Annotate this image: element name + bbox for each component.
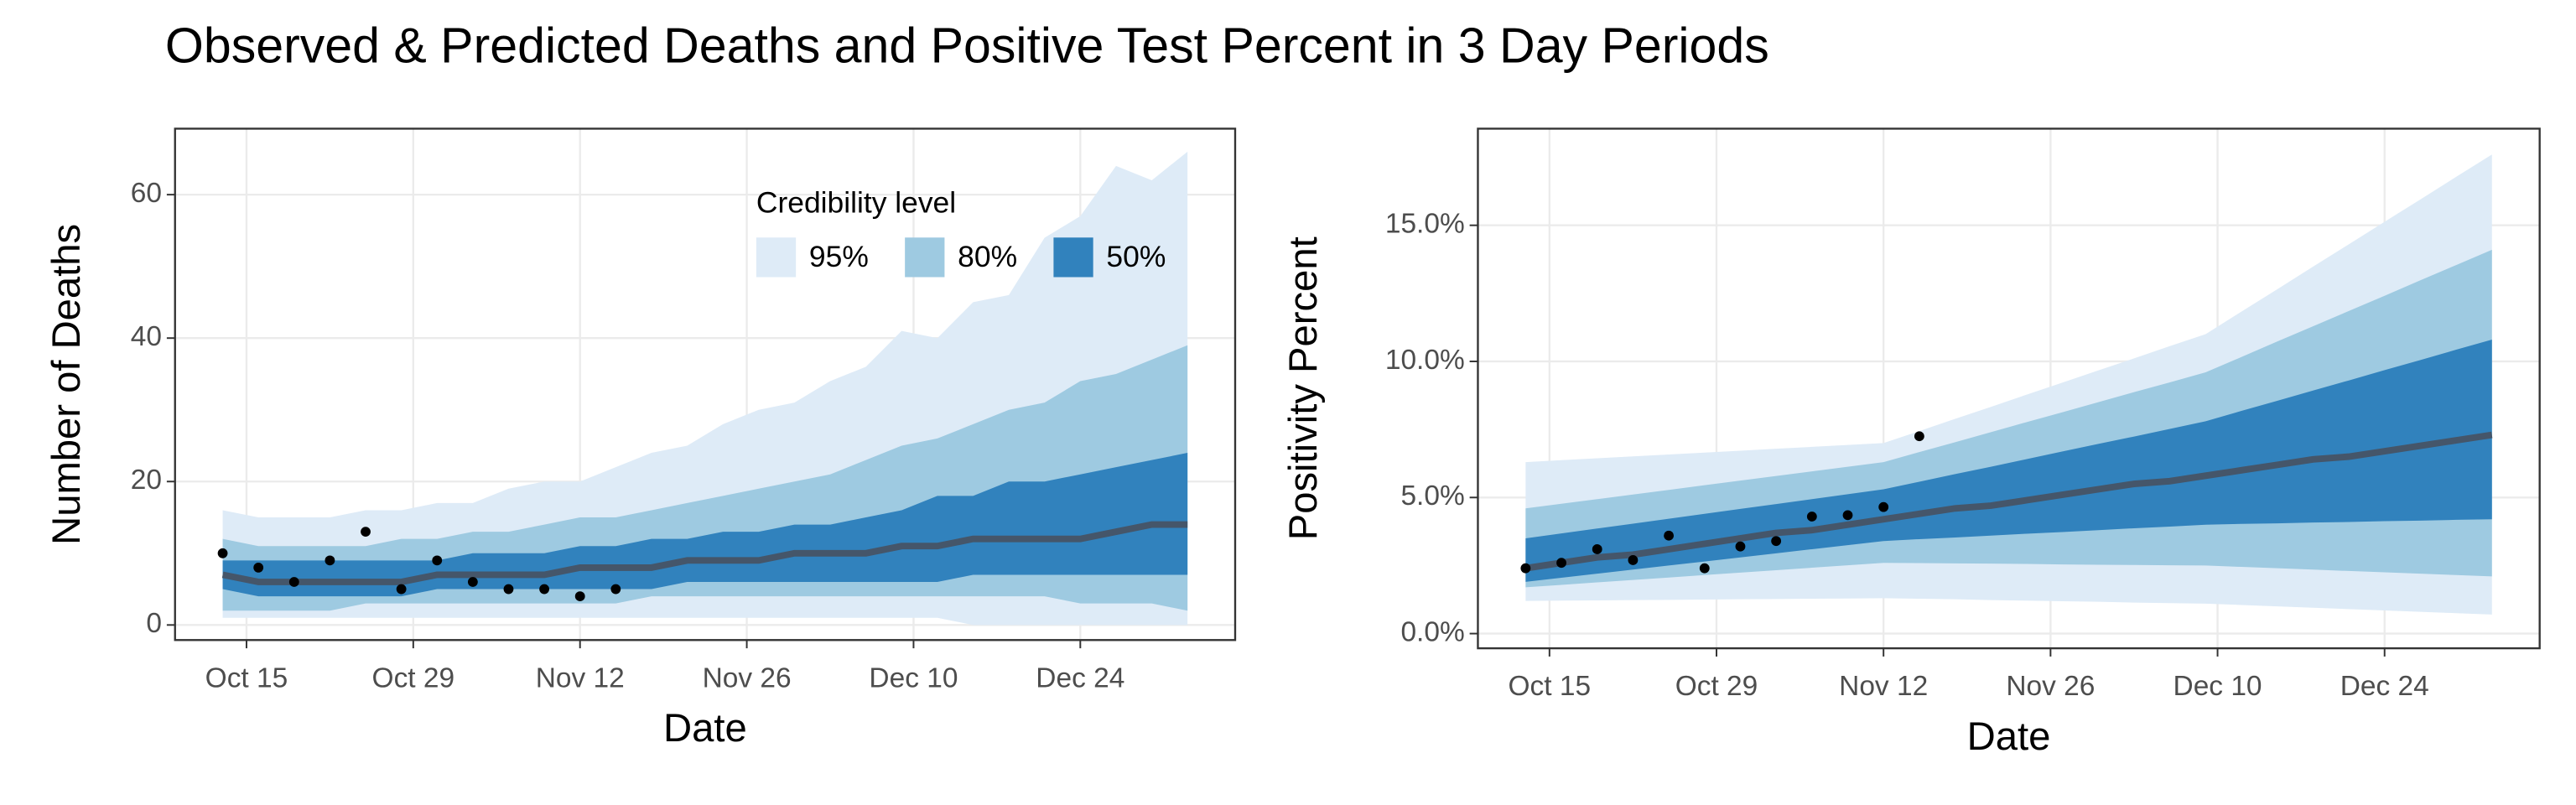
observed-point xyxy=(1806,512,1817,522)
observed-point xyxy=(1556,558,1566,569)
observed-point xyxy=(1914,431,1924,442)
y-axis-title: Positivity Percent xyxy=(1281,236,1326,540)
legend-swatch xyxy=(1053,237,1093,278)
x-tick-label: Dec 10 xyxy=(869,662,958,693)
y-tick-label: 40 xyxy=(131,321,162,352)
plot-area xyxy=(217,151,1188,626)
legend-label: 50% xyxy=(1106,240,1166,273)
x-tick-label: Dec 24 xyxy=(1036,662,1124,693)
x-tick-label: Nov 26 xyxy=(2006,671,2095,702)
observed-point xyxy=(1699,563,1710,574)
observed-point xyxy=(539,584,550,595)
legend-label: 95% xyxy=(809,240,869,273)
panel: 0 20 40 60 Oct 15 Oct 29 Nov 12 Nov 26 Dec 10 Dec… xyxy=(44,127,1237,750)
x-tick-label: Oct 15 xyxy=(205,662,288,693)
panel-border xyxy=(1477,127,2541,650)
observed-point xyxy=(1771,536,1782,547)
y-tick-label: 20 xyxy=(131,465,162,496)
observed-point xyxy=(396,584,407,595)
legend-swatch xyxy=(905,237,945,278)
figure-title: Observed & Predicted Deaths and Positive… xyxy=(165,18,1769,74)
x-tick-label: Nov 12 xyxy=(1839,671,1928,702)
y-tick-label: 0 xyxy=(146,608,162,639)
y-tick-label: 5.0% xyxy=(1400,480,1464,512)
y-tick-label: 60 xyxy=(131,178,162,209)
panel-border xyxy=(174,127,1237,641)
observed-point xyxy=(325,555,335,566)
observed-point xyxy=(253,562,264,573)
median-line xyxy=(1524,431,2493,572)
y-tick-label: 15.0% xyxy=(1385,209,1465,240)
x-tick-label: Nov 26 xyxy=(703,662,792,693)
x-tick-label: Dec 10 xyxy=(2174,671,2262,702)
observed-point xyxy=(1842,510,1853,521)
x-axis-title: Date xyxy=(1967,714,2051,759)
y-tick-label: 0.0% xyxy=(1400,616,1464,647)
observed-point xyxy=(432,555,443,566)
legend-title: Credibility level xyxy=(756,185,956,219)
observed-point xyxy=(217,548,228,558)
observed-point xyxy=(1520,563,1531,574)
observed-point xyxy=(574,591,585,602)
x-axis-title: Date xyxy=(663,706,747,750)
observed-point xyxy=(503,584,514,595)
legend-label: 80% xyxy=(958,240,1017,273)
observed-point xyxy=(1628,555,1639,565)
x-tick-label: Dec 24 xyxy=(2340,671,2429,702)
credible-band xyxy=(222,453,1188,597)
x-tick-label: Nov 12 xyxy=(536,662,625,693)
plot-area xyxy=(1520,154,2493,615)
y-tick-label: 10.0% xyxy=(1385,345,1465,376)
panel: 0.0% 5.0% 10.0% 15.0% Oct 15 Oct 29 Nov 12 Nov … xyxy=(1281,127,2541,759)
x-tick-label: Oct 15 xyxy=(1509,671,1592,702)
observed-point xyxy=(1878,501,1889,512)
observed-point xyxy=(1592,544,1602,554)
observed-point xyxy=(467,577,478,587)
observed-point xyxy=(361,527,371,538)
credible-band xyxy=(1525,340,2492,582)
median-line xyxy=(221,521,1188,585)
observed-point xyxy=(1735,541,1746,552)
observed-point xyxy=(1664,530,1675,541)
x-tick-label: Oct 29 xyxy=(372,662,455,693)
observed-point xyxy=(610,584,621,595)
legend-swatch xyxy=(756,237,797,278)
observed-point xyxy=(288,577,299,587)
x-tick-label: Oct 29 xyxy=(1675,671,1758,702)
y-axis-title: Number of Deaths xyxy=(44,224,89,545)
